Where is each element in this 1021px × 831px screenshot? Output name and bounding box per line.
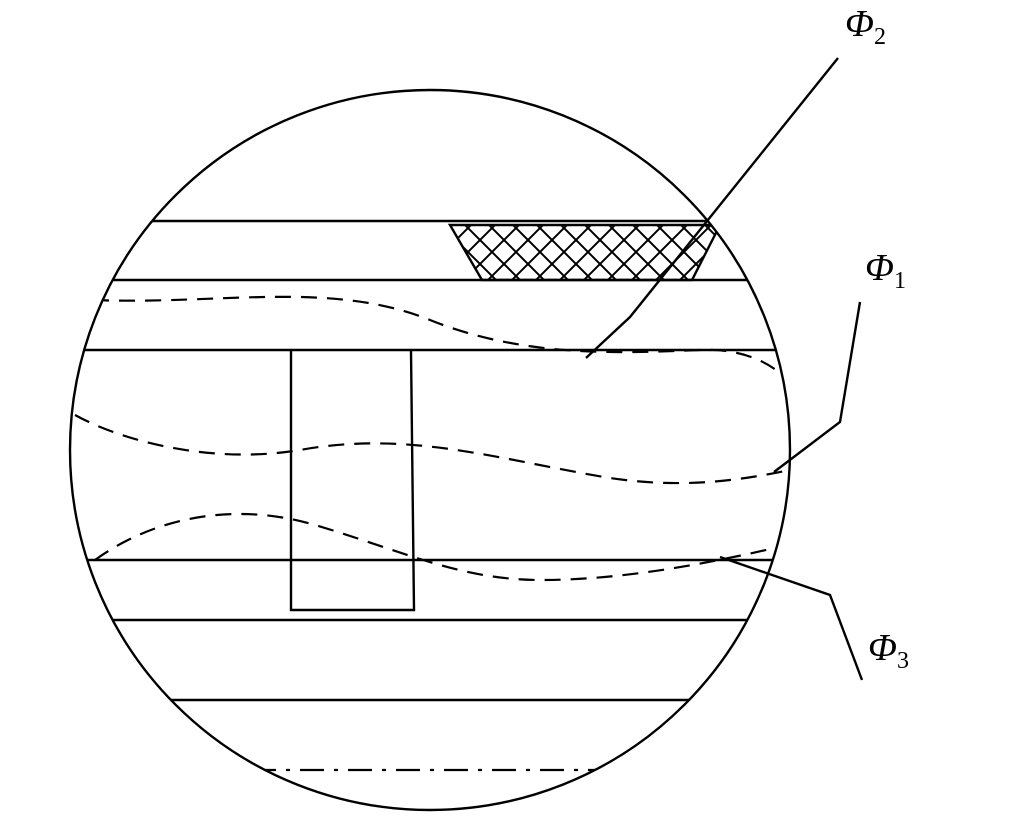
- flux-line-phi1: [75, 415, 790, 483]
- leader-phi1: [774, 302, 860, 472]
- leader-phi2: [586, 58, 838, 358]
- label-phi3: Φ3: [868, 627, 909, 674]
- crosshatched-region: [450, 225, 720, 280]
- flux-line-phi2: [93, 297, 785, 378]
- step-rotor-profile: [291, 350, 414, 610]
- detail-circle: [70, 90, 790, 810]
- label-phi2: Φ2: [845, 3, 886, 50]
- flux-line-phi3: [95, 514, 775, 580]
- leader-phi3: [720, 557, 862, 680]
- label-phi1: Φ1: [865, 247, 906, 294]
